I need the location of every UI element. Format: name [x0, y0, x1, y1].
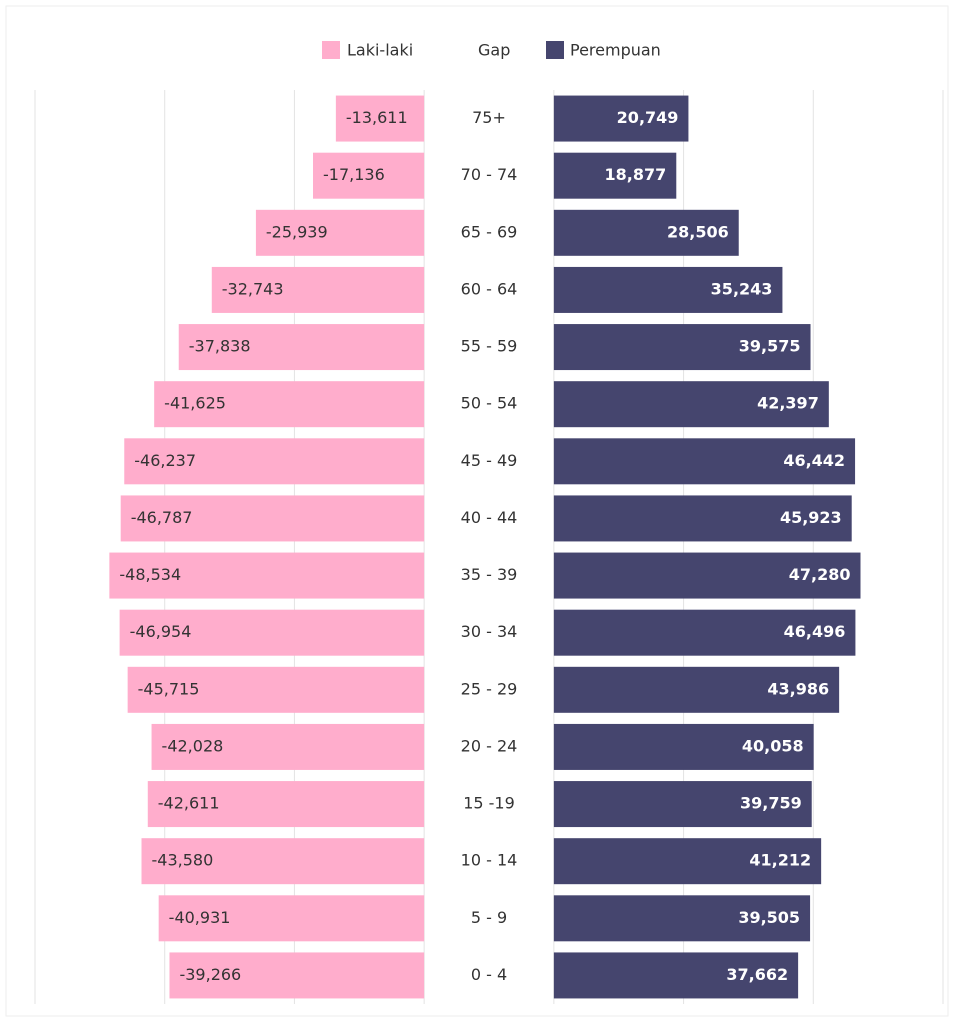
data-label: 39,575	[739, 337, 801, 356]
category-label: 40 - 44	[461, 508, 518, 527]
data-label: 28,506	[667, 222, 729, 241]
category-label: 0 - 4	[471, 965, 507, 984]
legend-label: Gap	[478, 41, 510, 60]
legend-swatch	[546, 41, 564, 59]
data-label: -13,611	[346, 108, 408, 127]
bar	[553, 609, 856, 656]
category-label: 55 - 59	[461, 337, 518, 356]
data-label: 46,496	[784, 622, 846, 641]
bar	[553, 152, 677, 199]
category-label: 5 - 9	[471, 908, 507, 927]
bar	[553, 666, 840, 713]
category-label: 65 - 69	[461, 222, 518, 241]
data-label: -43,580	[151, 851, 213, 870]
data-label: -39,266	[179, 965, 241, 984]
bar	[178, 324, 425, 371]
data-label: 42,397	[757, 394, 819, 413]
data-label: -46,237	[134, 451, 196, 470]
data-label: -42,611	[158, 794, 220, 813]
bar	[120, 495, 425, 542]
bar	[141, 838, 425, 885]
data-label: -41,625	[164, 394, 226, 413]
data-label: 43,986	[767, 679, 829, 698]
data-label: 46,442	[783, 451, 845, 470]
bar	[553, 209, 739, 256]
data-label: 40,058	[742, 736, 804, 755]
chart-frame	[5, 5, 949, 1017]
bar	[335, 95, 425, 142]
bar	[553, 95, 689, 142]
data-label: 45,923	[780, 508, 842, 527]
bar	[313, 152, 425, 199]
bar	[127, 666, 425, 713]
bar	[158, 895, 425, 942]
category-label: 75+	[472, 108, 506, 127]
bar	[553, 324, 811, 371]
bar	[211, 266, 425, 313]
legend-swatch	[322, 41, 340, 59]
data-label: -48,534	[119, 565, 181, 584]
bar	[553, 723, 814, 770]
legend-label: Laki-laki	[347, 41, 413, 60]
category-label: 50 - 54	[461, 394, 518, 413]
data-label: 37,662	[726, 965, 788, 984]
category-label: 70 - 74	[461, 165, 518, 184]
bar	[553, 895, 811, 942]
category-label: 35 - 39	[461, 565, 518, 584]
bar	[109, 552, 425, 599]
category-label: 25 - 29	[461, 679, 518, 698]
category-label: 15 -19	[463, 794, 515, 813]
data-label: -17,136	[323, 165, 385, 184]
bar	[147, 781, 425, 828]
data-label: 39,759	[740, 794, 802, 813]
bar	[553, 266, 783, 313]
data-label: -25,939	[266, 222, 328, 241]
data-label: -32,743	[222, 279, 284, 298]
data-label: -46,954	[130, 622, 192, 641]
data-label: 20,749	[617, 108, 679, 127]
data-label: -40,931	[169, 908, 231, 927]
bar	[553, 781, 812, 828]
bar	[553, 495, 852, 542]
data-label: 18,877	[605, 165, 667, 184]
bar	[124, 438, 425, 485]
bar	[553, 838, 822, 885]
data-label: 39,505	[738, 908, 800, 927]
category-label: 45 - 49	[461, 451, 518, 470]
data-label: -45,715	[138, 679, 200, 698]
data-label: 35,243	[711, 279, 773, 298]
category-label: 60 - 64	[461, 279, 518, 298]
bar	[119, 609, 425, 656]
bar	[154, 381, 425, 428]
data-label: 41,212	[749, 851, 811, 870]
legend-label: Perempuan	[570, 41, 661, 60]
category-label: 20 - 24	[461, 736, 518, 755]
bar	[553, 381, 829, 428]
data-label: -42,028	[162, 736, 224, 755]
data-label: -37,838	[189, 337, 251, 356]
category-label: 10 - 14	[461, 851, 518, 870]
bar	[553, 552, 861, 599]
data-label: 47,280	[789, 565, 851, 584]
bar	[169, 952, 425, 999]
bar	[553, 438, 856, 485]
bar	[553, 952, 799, 999]
bar	[151, 723, 425, 770]
data-label: -46,787	[131, 508, 193, 527]
category-label: 30 - 34	[461, 622, 518, 641]
bar	[255, 209, 425, 256]
